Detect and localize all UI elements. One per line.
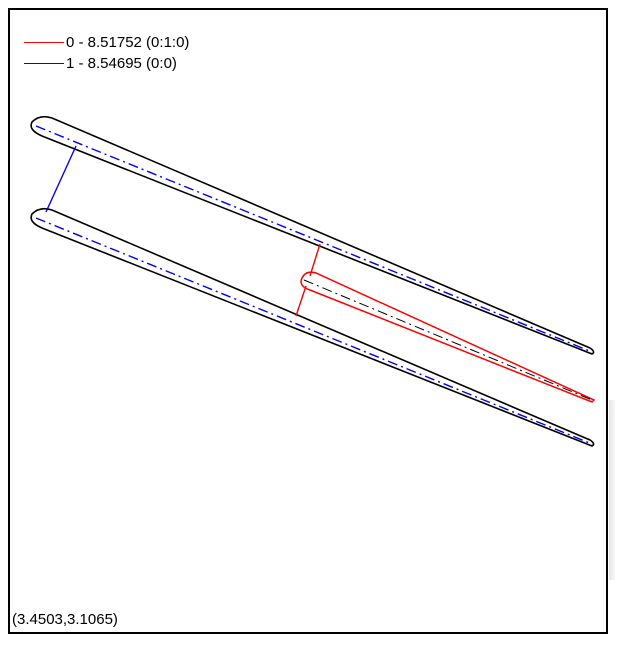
legend-swatch-0	[24, 42, 64, 43]
window-edge-shadow	[609, 400, 615, 580]
cursor-coordinate-readout: (3.4503,3.1065)	[12, 611, 118, 628]
lower-blade-outline	[30, 207, 595, 447]
series-1-throat-line	[45, 145, 77, 213]
plot-viewport[interactable]: 0 - 8.51752 (0:1:0) 1 - 8.54695 (0:0) (3…	[8, 8, 608, 634]
geometry-canvas[interactable]	[10, 10, 606, 632]
legend: 0 - 8.51752 (0:1:0) 1 - 8.54695 (0:0)	[24, 32, 189, 74]
splitter-blade-camber	[303, 279, 593, 401]
legend-item-0: 0 - 8.51752 (0:1:0)	[24, 32, 189, 53]
legend-label-1: 1 - 8.54695 (0:0)	[66, 55, 177, 72]
upper-blade-camber	[35, 125, 593, 353]
series-0-throat-line-upper	[309, 243, 321, 277]
lower-blade-camber	[35, 217, 593, 445]
legend-item-1: 1 - 8.54695 (0:0)	[24, 53, 189, 74]
splitter-blade-outline	[300, 271, 596, 403]
legend-label-0: 0 - 8.51752 (0:1:0)	[66, 34, 190, 51]
series-0-throat-line-lower	[295, 285, 307, 317]
legend-swatch-1	[24, 63, 64, 64]
upper-blade-outline	[30, 115, 595, 355]
